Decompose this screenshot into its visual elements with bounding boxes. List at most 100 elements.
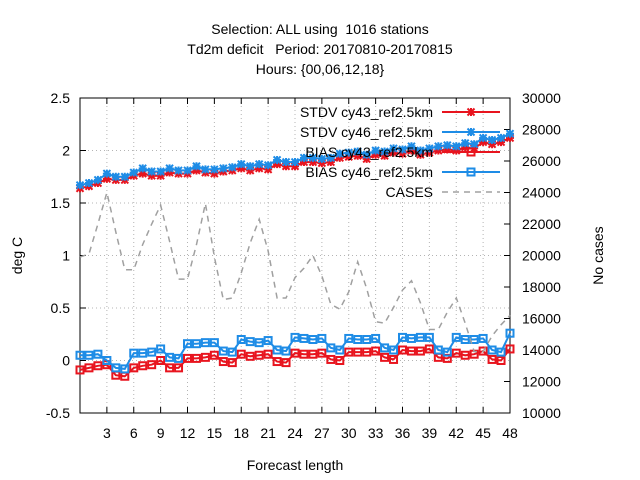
series-4-point [183, 339, 192, 349]
series-2-point [407, 142, 416, 151]
legend-label-2: STDV cy46_ref2.5km [300, 124, 433, 140]
series-2-point [111, 172, 121, 181]
series-1-point [505, 133, 515, 143]
series-2-point [344, 148, 353, 157]
series-3-point [209, 350, 219, 360]
series-line-4 [80, 332, 511, 370]
series-4-point [290, 332, 300, 342]
y-tick-label: 2.5 [51, 90, 71, 106]
series-2-point [228, 163, 237, 172]
series-4-point [362, 335, 372, 344]
series-4-point [406, 333, 416, 343]
series-4-point [200, 338, 210, 348]
series-2-point [416, 146, 425, 155]
series-4-point [129, 348, 139, 358]
series-3-point [326, 354, 336, 364]
series-4-point [335, 345, 345, 355]
series-2-point [165, 164, 174, 173]
y2-tick-label: 28000 [522, 122, 561, 138]
series-1-point [461, 143, 470, 152]
y-tick-label: 1 [62, 248, 70, 264]
series-3-point [263, 349, 273, 359]
series-2-point [174, 166, 183, 175]
series-1-point [299, 157, 309, 167]
series-4-point [281, 346, 291, 356]
series-4-point [245, 337, 255, 347]
legend-marker-2 [466, 127, 476, 137]
series-3-point [245, 351, 255, 361]
series-3-point [371, 346, 381, 356]
legend-label-4: BIAS cy46_ref2.5km [305, 164, 433, 180]
series-2-point [102, 169, 112, 178]
series-2-point [93, 175, 103, 185]
chart-title-line-1: Selection: ALL using 1016 stations [211, 21, 429, 37]
series-3-point [272, 357, 282, 367]
y-tick-label: 0 [62, 353, 70, 369]
series-3-point [308, 349, 318, 359]
legend-label-1: STDV cy43_ref2.5km [300, 104, 433, 120]
series-2-point [192, 162, 201, 171]
series-4-point [424, 332, 434, 342]
series-1-point [326, 157, 336, 167]
y-tick-label: -0.5 [46, 405, 70, 421]
y2-tick-label: 16000 [522, 311, 561, 327]
series-1-point [344, 152, 353, 162]
series-4-point [353, 335, 363, 344]
series-4-point [433, 345, 443, 355]
series-3-point [505, 344, 515, 354]
series-3-point [353, 347, 363, 357]
series-4-point [380, 343, 390, 353]
series-4-point [371, 333, 381, 343]
series-4-point [156, 344, 166, 354]
series-4-point [84, 350, 94, 360]
series-2-point [326, 153, 336, 163]
series-1-point [371, 150, 380, 159]
series-4-point [227, 347, 237, 357]
series-3-point [147, 360, 157, 370]
series-1-point [317, 158, 327, 168]
series-4-point [209, 338, 219, 348]
series-1-point [443, 145, 452, 154]
series-1-point [290, 162, 300, 171]
series-4-point [451, 332, 461, 342]
x-tick-label: 3 [103, 425, 111, 441]
series-1-point [434, 146, 443, 155]
series-3-point [174, 363, 184, 373]
series-2-point [120, 172, 129, 181]
series-2-point [281, 157, 291, 167]
series-4-point [442, 347, 452, 357]
series-4-point [505, 328, 515, 338]
series-2-point [443, 141, 452, 150]
series-2-point [398, 145, 407, 154]
series-4-point [191, 339, 201, 349]
series-2-point [138, 164, 147, 173]
series-1-point [496, 137, 506, 147]
series-4-point [460, 335, 470, 344]
series-line-5 [79, 192, 511, 353]
series-3-point [138, 361, 148, 371]
series-4-point [254, 338, 264, 348]
x-tick-label: 15 [207, 425, 223, 441]
series-2-point [246, 162, 255, 171]
series-2-point [290, 157, 300, 167]
series-1-point [156, 171, 165, 180]
series-4-point [174, 353, 184, 363]
chart-title-line-2: Td2m deficit Period: 20170810-20170815 [187, 41, 453, 57]
series-3-point [415, 346, 425, 356]
series-4-point [415, 332, 425, 342]
series-1-point [281, 162, 291, 171]
legend-marker-4 [466, 167, 476, 177]
series-2-point [452, 142, 461, 151]
series-3-point [344, 347, 354, 357]
series-3-point [200, 352, 210, 362]
series-4-point [236, 335, 246, 344]
x-tick-label: 21 [260, 425, 276, 441]
series-1-point [246, 166, 255, 175]
series-3-point [191, 353, 201, 363]
series-1-point [237, 164, 246, 173]
series-4-point [398, 332, 407, 342]
series-3-point [380, 352, 390, 362]
x-tick-label: 27 [314, 425, 330, 441]
legend-label-3: BIAS cy43_ref2.5km [305, 144, 433, 160]
